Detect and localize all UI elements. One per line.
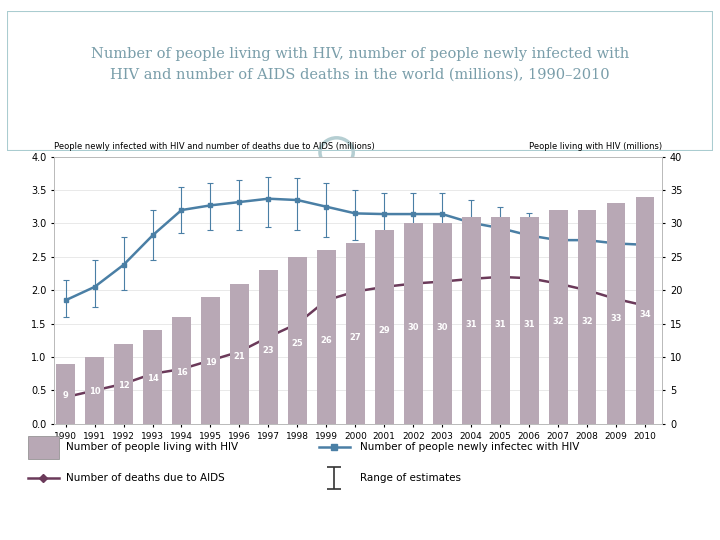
Bar: [607, 204, 626, 424]
Text: People newly infected with HIV and number of deaths due to AIDS (millions): People newly infected with HIV and numbe…: [54, 142, 374, 151]
Bar: [28, 435, 59, 459]
FancyBboxPatch shape: [7, 11, 713, 151]
Text: 31: 31: [523, 320, 535, 329]
Bar: [56, 364, 75, 424]
Text: 9: 9: [63, 390, 68, 400]
Text: 29: 29: [379, 326, 390, 335]
Bar: [114, 344, 133, 424]
Bar: [201, 297, 220, 424]
Bar: [288, 257, 307, 424]
Bar: [85, 357, 104, 424]
Text: Number of people living with HIV, number of people newly infected with
HIV and n: Number of people living with HIV, number…: [91, 47, 629, 82]
Text: Number of people newly infectec with HIV: Number of people newly infectec with HIV: [360, 442, 580, 453]
Text: 16: 16: [176, 368, 187, 377]
Text: 21: 21: [233, 352, 246, 361]
Text: 31: 31: [465, 320, 477, 329]
Text: 10: 10: [89, 387, 100, 396]
Bar: [577, 210, 596, 424]
Text: 14: 14: [147, 375, 158, 383]
Bar: [375, 230, 394, 424]
Text: People living with HIV (millions): People living with HIV (millions): [529, 142, 662, 151]
Text: 34: 34: [639, 310, 651, 319]
Text: 23: 23: [263, 346, 274, 355]
Text: 26: 26: [320, 336, 332, 345]
Text: Number of people living with HIV: Number of people living with HIV: [66, 442, 238, 453]
Text: 32: 32: [581, 317, 593, 326]
Text: 32: 32: [552, 317, 564, 326]
Bar: [172, 317, 191, 424]
Bar: [462, 217, 481, 424]
Bar: [520, 217, 539, 424]
Text: 12: 12: [117, 381, 130, 390]
Bar: [433, 224, 451, 424]
Bar: [636, 197, 654, 424]
Text: 31: 31: [495, 320, 506, 329]
Text: Number of deaths due to AIDS: Number of deaths due to AIDS: [66, 472, 225, 483]
Text: 33: 33: [611, 314, 622, 322]
Bar: [143, 330, 162, 424]
Bar: [346, 244, 365, 424]
Bar: [491, 217, 510, 424]
Bar: [317, 250, 336, 424]
Text: 19: 19: [204, 359, 216, 367]
Bar: [549, 210, 567, 424]
Text: Range of estimates: Range of estimates: [360, 472, 461, 483]
Text: 30: 30: [408, 323, 419, 332]
Bar: [404, 224, 423, 424]
Text: 30: 30: [436, 323, 448, 332]
Bar: [230, 284, 249, 424]
Text: 25: 25: [292, 339, 303, 348]
Text: 27: 27: [349, 333, 361, 342]
Bar: [259, 270, 278, 424]
